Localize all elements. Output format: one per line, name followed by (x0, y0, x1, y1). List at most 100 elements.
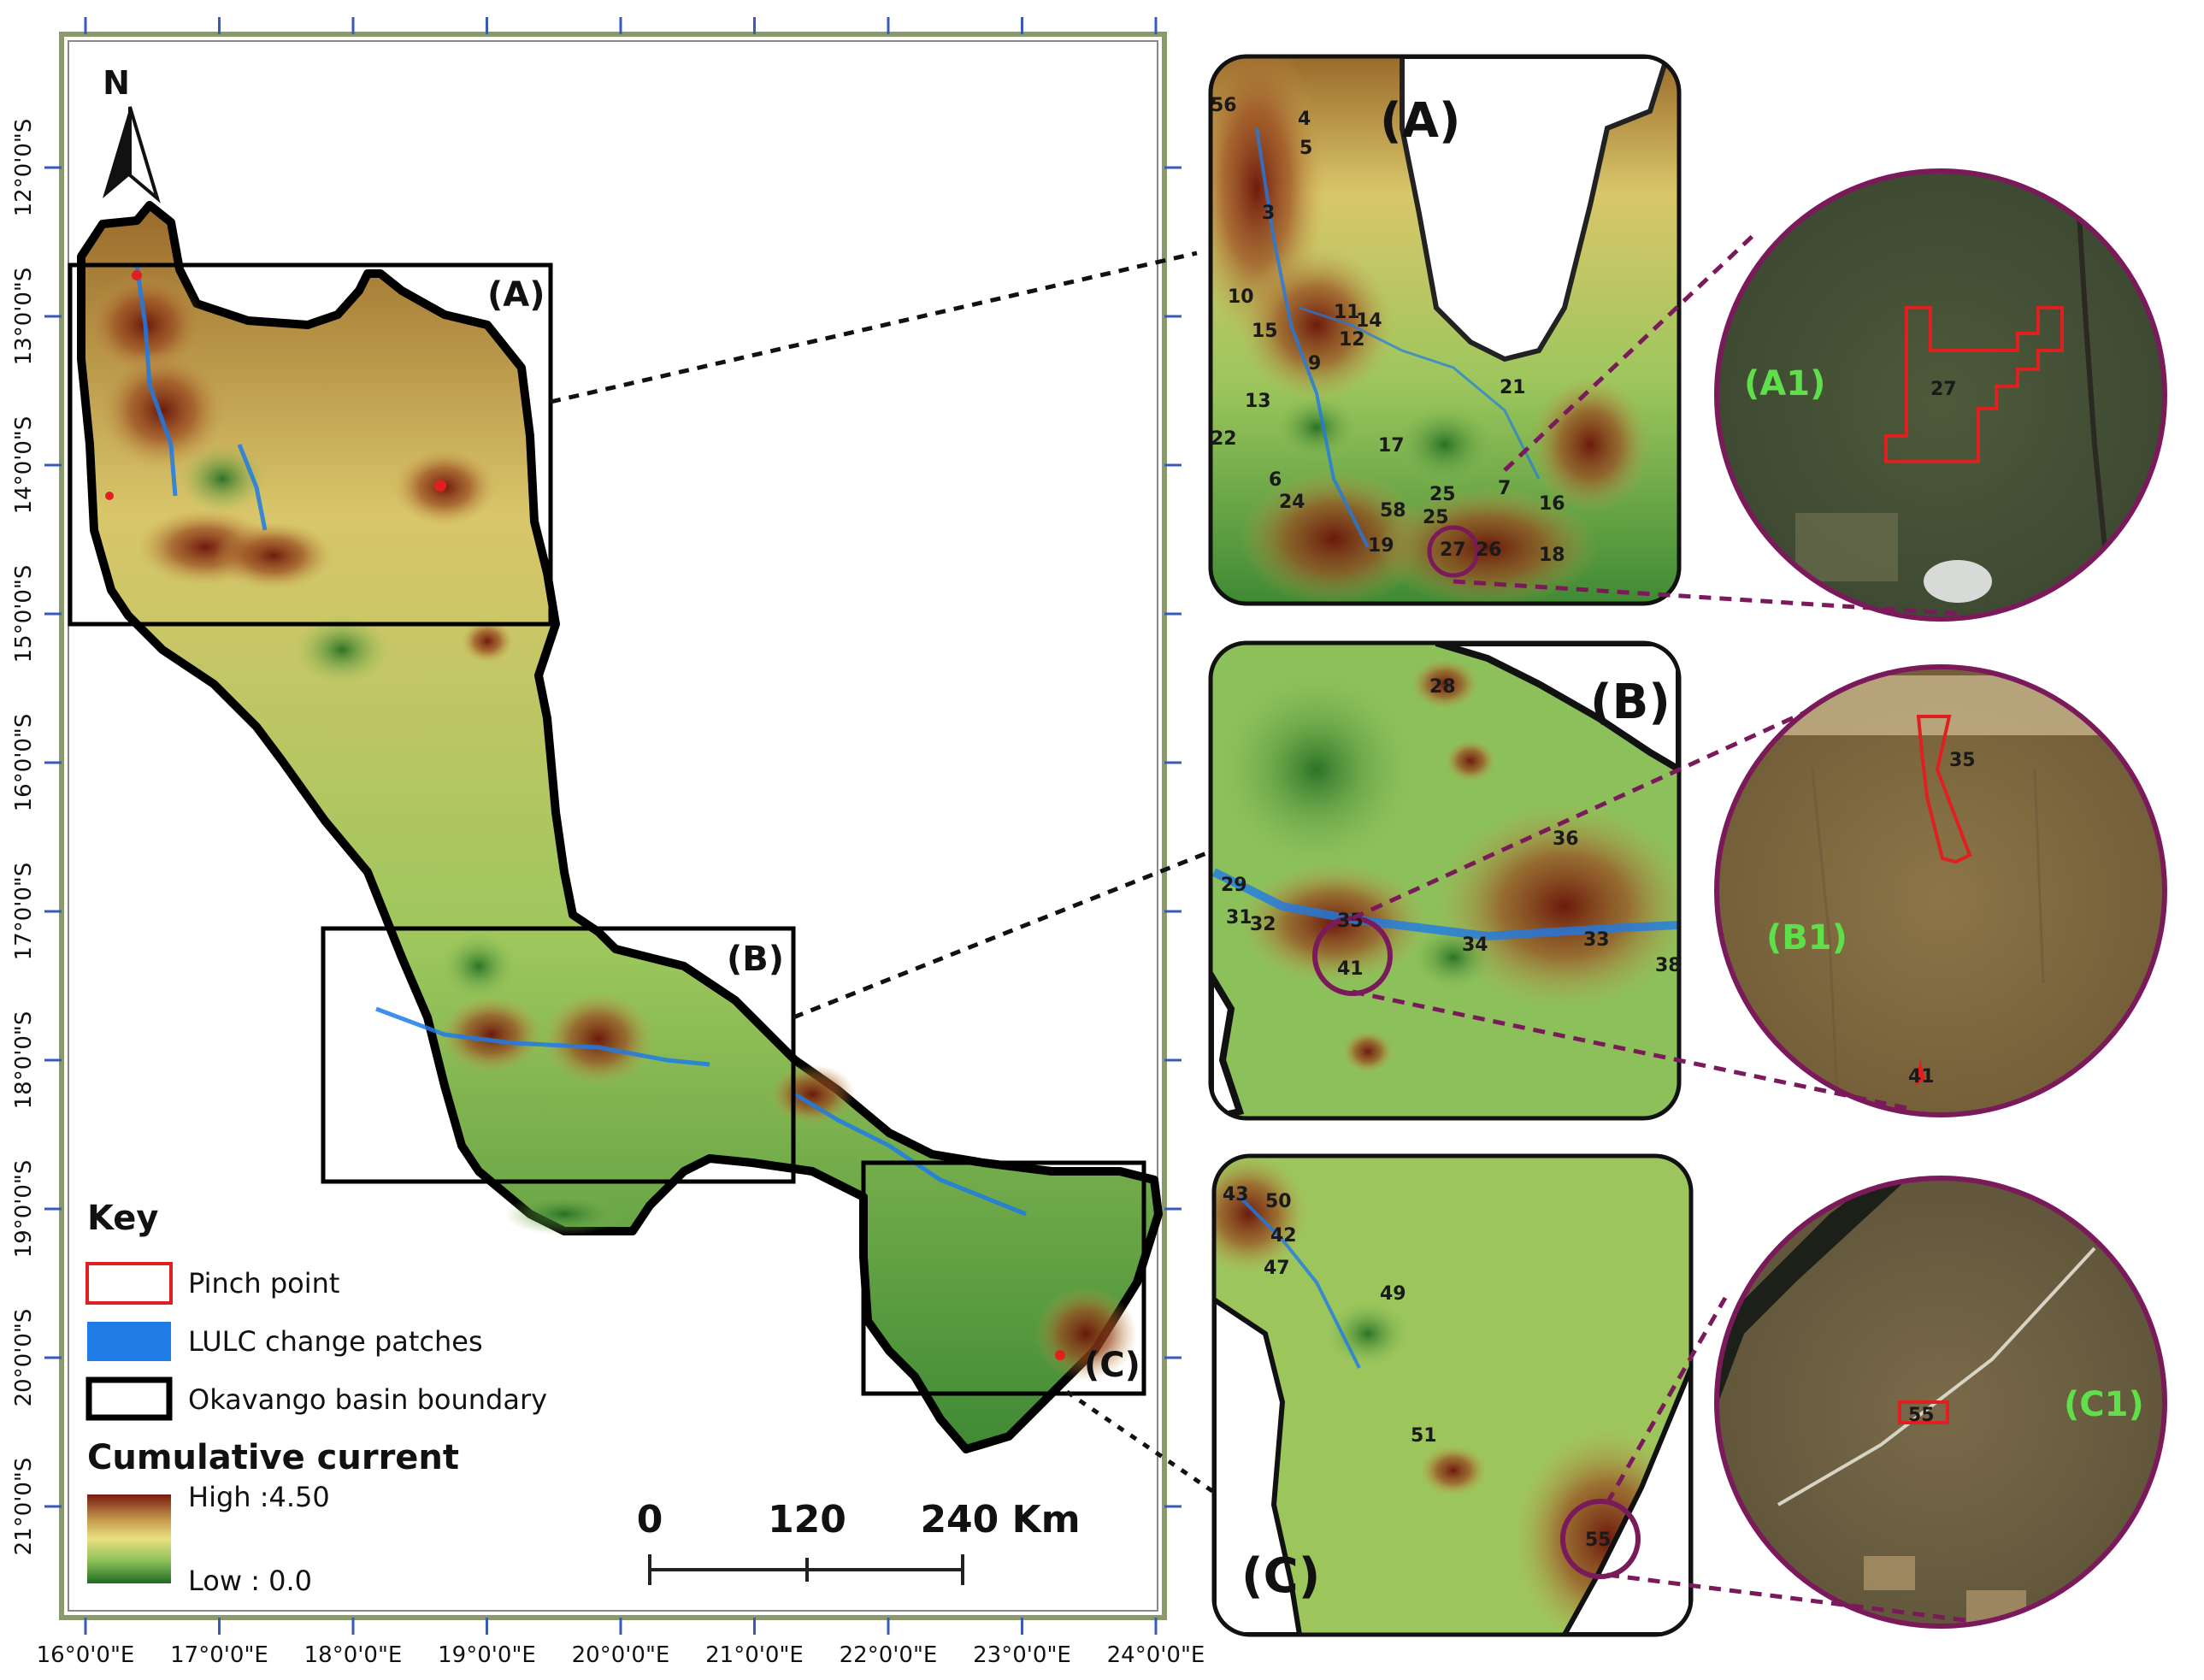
lon-tick-label: 17°0'0"E (170, 1642, 268, 1668)
circle-c1-patch: 55 (1908, 1405, 1935, 1426)
inset-b-patch-number: 36 (1553, 828, 1579, 850)
legend-ramp-low: Low : 0.0 (188, 1565, 312, 1597)
okavango-basin (77, 201, 1163, 1453)
legend-swatch-pinch-point (85, 1262, 173, 1305)
circle-b1-patch-35: 35 (1949, 750, 1976, 771)
lon-tick-label: 22°0'0"E (840, 1642, 938, 1668)
inset-c-patch-number: 50 (1265, 1191, 1292, 1212)
inset-a-patch-number: 13 (1245, 391, 1271, 412)
pinch-polygon-35 (1916, 715, 1972, 864)
circle-a1-patch: 27 (1930, 379, 1957, 400)
inset-a-patch-number: 12 (1339, 329, 1365, 351)
inset-a-patch-number: 27 (1440, 539, 1466, 561)
box-label-b: (B) (727, 940, 784, 979)
inset-a-patch-number: 21 (1500, 377, 1526, 398)
lat-tick-label: 18°0'0"S (11, 1011, 37, 1110)
legend-color-ramp (87, 1494, 171, 1583)
zoom-circle-b1: 35 41 (B1) (1714, 664, 2167, 1117)
inset-a-label: (A) (1380, 93, 1461, 149)
inset-a-patch-number: 26 (1476, 539, 1502, 561)
longitude-ticks: 16°0'0"E 17°0'0"E 18°0'0"E 19°0'0"E 20°0'0"E… (37, 17, 1205, 1668)
zoom-circle-a1: 27 (A1) (1714, 168, 2167, 622)
circle-b1-label: (B1) (1766, 918, 1847, 958)
inset-b-label: (B) (1590, 675, 1671, 730)
circle-c1-label: (C1) (2064, 1385, 2144, 1424)
inset-a-patch-number: 16 (1539, 493, 1565, 515)
lon-tick-label: 16°0'0"E (37, 1642, 135, 1668)
inset-a-patch-number: 25 (1423, 507, 1449, 528)
inset-c-patch-number: 49 (1380, 1283, 1406, 1305)
inset-b-patch-number: 38 (1655, 955, 1682, 976)
lat-tick-label: 21°0'0"S (11, 1458, 37, 1556)
lat-tick-label: 20°0'0"S (11, 1309, 37, 1407)
lat-tick-label: 13°0'0"S (11, 268, 37, 366)
inset-a-patch-number: 14 (1356, 310, 1382, 332)
legend-ramp-high: High :4.50 (188, 1481, 330, 1513)
legend: Key Pinch point LULC change patches Okav… (85, 1199, 547, 1597)
inset-a-patch-number: 3 (1262, 203, 1275, 224)
legend-ramp-title: Cumulative current (87, 1438, 459, 1477)
inset-b-patch-number: 33 (1583, 929, 1610, 951)
legend-title: Key (87, 1199, 159, 1238)
lon-tick-label: 23°0'0"E (973, 1642, 1071, 1668)
lulc-change-patches (134, 264, 1027, 1217)
inset-c-patch-number: 43 (1223, 1184, 1249, 1205)
inset-a-patch-number: 6 (1269, 469, 1282, 491)
lon-tick-label: 20°0'0"E (572, 1642, 670, 1668)
inset-a-patch-number: 24 (1279, 492, 1305, 513)
inset-a-patch-number: 25 (1429, 484, 1456, 505)
scale-label-240: 240 Km (920, 1498, 1080, 1541)
connector-lines (550, 234, 1972, 1624)
lon-tick-label: 19°0'0"E (438, 1642, 536, 1668)
box-label-a: (A) (487, 275, 545, 315)
lat-tick-label: 15°0'0"S (11, 565, 37, 663)
legend-swatch-boundary (85, 1376, 173, 1421)
inset-a-patch-number: 11 (1334, 302, 1360, 323)
lon-tick-label: 18°0'0"E (304, 1642, 403, 1668)
legend-label-pinch-point: Pinch point (188, 1267, 339, 1300)
inset-a-patch-number: 15 (1252, 321, 1278, 342)
inset-a-patch-number: 5 (1299, 138, 1312, 159)
north-arrow-icon (103, 107, 130, 198)
inset-b-patch-number: 31 (1226, 907, 1252, 928)
inset-a-patch-number: 10 (1228, 286, 1254, 308)
latitude-ticks: 12°0'0"S 13°0'0"S 14°0'0"S 15°0'0"S 16°0'0"S… (11, 119, 1182, 1556)
inset-c-patch-number: 55 (1585, 1530, 1612, 1551)
lon-tick-label: 21°0'0"E (705, 1642, 804, 1668)
inset-b-patch-number: 34 (1462, 934, 1488, 956)
inset-a-patch-number: 17 (1378, 435, 1405, 457)
box-label-c: (C) (1084, 1346, 1140, 1385)
pinch-polygon-41 (1915, 1058, 1925, 1086)
zoom-circle-c1: 55 (C1) (1714, 1176, 2167, 1629)
inset-c-patch-numbers: 43 50 42 47 49 51 55 (1223, 1184, 1612, 1551)
inset-a-patch-number: 9 (1308, 353, 1321, 374)
inset-a-patch-number: 19 (1368, 535, 1394, 557)
lat-tick-label: 16°0'0"S (11, 714, 37, 812)
inset-a-patch-number: 7 (1498, 478, 1511, 499)
pinch-polygon-27 (1884, 306, 2064, 463)
inset-a-patch-number: 18 (1539, 545, 1565, 566)
lat-tick-label: 14°0'0"S (11, 416, 37, 515)
inset-a-patch-number: 4 (1298, 109, 1311, 130)
scale-bar: 0 120 240 Km (637, 1498, 1081, 1585)
inset-c-patch-number: 42 (1270, 1225, 1297, 1247)
current-hotspots (85, 274, 1137, 1381)
inset-b-patch-number: 28 (1429, 676, 1456, 698)
inset-a-patch-number: 22 (1211, 428, 1237, 450)
north-arrow: N (103, 64, 161, 203)
extent-box-b (321, 926, 796, 1184)
inset-c-patch-number: 51 (1411, 1425, 1437, 1447)
inset-b-patch-number: 29 (1221, 875, 1247, 896)
inset-b-patch-number: 32 (1250, 914, 1276, 935)
legend-label-boundary: Okavango basin boundary (188, 1383, 547, 1416)
north-label: N (103, 64, 130, 102)
scale-label-120: 120 (768, 1498, 846, 1541)
inset-c: (C) 43 50 42 47 49 51 55 (1211, 1153, 1694, 1637)
extent-box-c (861, 1160, 1146, 1396)
scale-label-0: 0 (637, 1498, 663, 1541)
